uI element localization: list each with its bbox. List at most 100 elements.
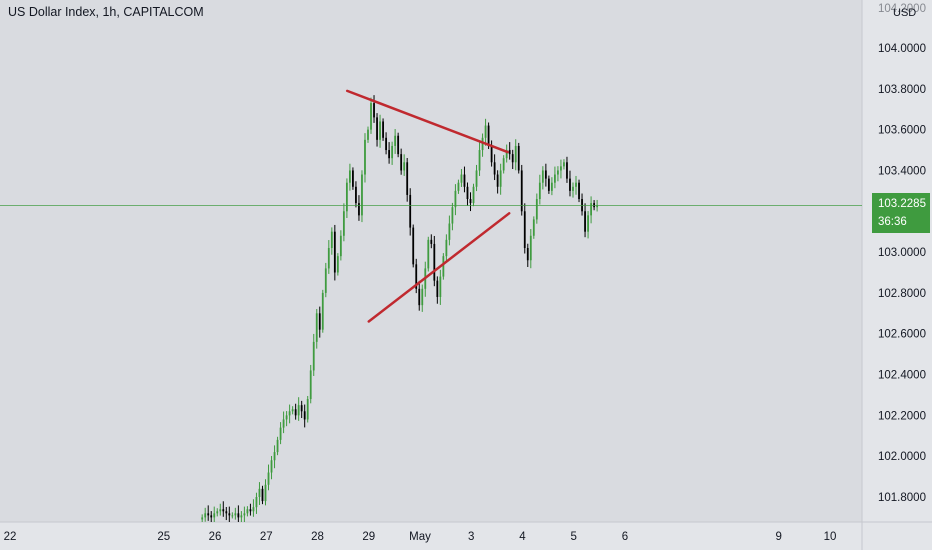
- y-tick-label: 103.6000: [878, 125, 926, 137]
- candle-body: [400, 154, 403, 171]
- candle-body: [499, 170, 502, 187]
- candle-body: [303, 411, 306, 420]
- candle-body: [204, 513, 207, 518]
- candle-body: [569, 178, 571, 191]
- candle-body: [457, 182, 460, 191]
- candle-body: [327, 248, 330, 269]
- candle-body: [300, 405, 303, 412]
- candle-body: [508, 150, 511, 155]
- candle-body: [587, 215, 589, 232]
- candle-body: [309, 370, 312, 400]
- candle-body: [276, 439, 279, 453]
- candle-body: [566, 162, 568, 179]
- x-tick-label: 28: [311, 531, 324, 543]
- candle-body: [544, 170, 547, 179]
- candle-body: [596, 205, 599, 208]
- y-tick-label: 101.8000: [878, 492, 926, 504]
- candle-body: [538, 182, 541, 200]
- candle-body: [520, 170, 523, 212]
- candle-body: [342, 211, 345, 236]
- candle-body: [391, 145, 394, 159]
- x-tick-label: 27: [260, 531, 273, 543]
- candle-body: [345, 182, 348, 212]
- candle-body: [361, 174, 363, 216]
- currency-label: USD: [893, 7, 917, 19]
- price-scale[interactable]: [862, 0, 932, 550]
- candle-body: [318, 313, 321, 330]
- candle-body: [451, 207, 454, 224]
- candle-body: [481, 137, 484, 151]
- candle-body: [554, 174, 556, 183]
- candle-body: [466, 186, 469, 200]
- y-tick-label: 103.0000: [878, 247, 926, 259]
- candle-body: [267, 472, 270, 485]
- candle-body: [240, 515, 243, 518]
- candle-body: [448, 223, 451, 240]
- x-tick-label: May: [409, 531, 431, 543]
- candle-body: [406, 162, 409, 195]
- candle-body: [487, 125, 490, 146]
- trendline-upper[interactable]: [345, 89, 509, 154]
- x-tick-label: 22: [4, 531, 17, 543]
- candle-body: [415, 264, 418, 289]
- candle-body: [358, 203, 360, 216]
- x-tick-label: 10: [824, 531, 837, 543]
- candle-body: [496, 174, 499, 187]
- y-tick-label: 102.6000: [878, 329, 926, 341]
- candle-body: [590, 203, 592, 216]
- candle-body: [490, 145, 493, 163]
- x-tick-label: 5: [571, 531, 577, 543]
- candle-body: [273, 452, 276, 461]
- y-tick-label: 102.0000: [878, 451, 926, 463]
- candle-body: [394, 135, 397, 146]
- candle-body: [463, 174, 466, 187]
- candle-body: [557, 170, 559, 175]
- y-tick-label: 102.8000: [878, 288, 926, 300]
- x-tick-label: 4: [519, 531, 526, 543]
- y-tick-label: 103.4000: [878, 165, 926, 177]
- candle-body: [572, 186, 574, 191]
- y-tick-label: 102.4000: [878, 370, 926, 382]
- last-price-value: 103.2285: [878, 198, 926, 210]
- candle-body: [502, 158, 505, 171]
- candle-body: [333, 231, 336, 273]
- candle-body: [219, 509, 222, 512]
- x-tick-label: 25: [157, 531, 170, 543]
- candle-body: [234, 513, 237, 516]
- candle-body: [505, 150, 508, 159]
- candle-body: [376, 117, 378, 140]
- candle-body: [285, 415, 288, 420]
- candle-body: [373, 103, 375, 118]
- candle-body: [315, 313, 318, 342]
- candle-body: [213, 513, 216, 518]
- candle-body: [336, 256, 339, 273]
- candle-body: [306, 399, 309, 420]
- candle-body: [421, 288, 424, 306]
- candle-body: [529, 235, 532, 261]
- candle-body: [321, 292, 324, 330]
- candle-body: [297, 405, 300, 416]
- candle-body: [584, 211, 586, 232]
- candle-body: [243, 513, 246, 516]
- candle-body: [575, 182, 577, 187]
- trendline-lower[interactable]: [367, 212, 511, 323]
- candle-body: [249, 509, 252, 512]
- candle-body: [484, 125, 487, 138]
- candle-body: [216, 511, 219, 514]
- candle-body: [294, 409, 297, 416]
- x-tick-label: 29: [362, 531, 375, 543]
- candle-body: [430, 239, 433, 244]
- candle-body: [367, 129, 369, 140]
- candle-body: [541, 170, 544, 183]
- candle-body: [493, 162, 496, 175]
- time-scale[interactable]: [0, 522, 932, 550]
- candle-body: [535, 199, 538, 220]
- candle-body: [222, 509, 225, 512]
- candle-body: [526, 248, 529, 261]
- candle-body: [563, 162, 565, 167]
- candle-body: [379, 121, 381, 140]
- candle-body: [472, 186, 475, 204]
- candle-body: [355, 186, 357, 204]
